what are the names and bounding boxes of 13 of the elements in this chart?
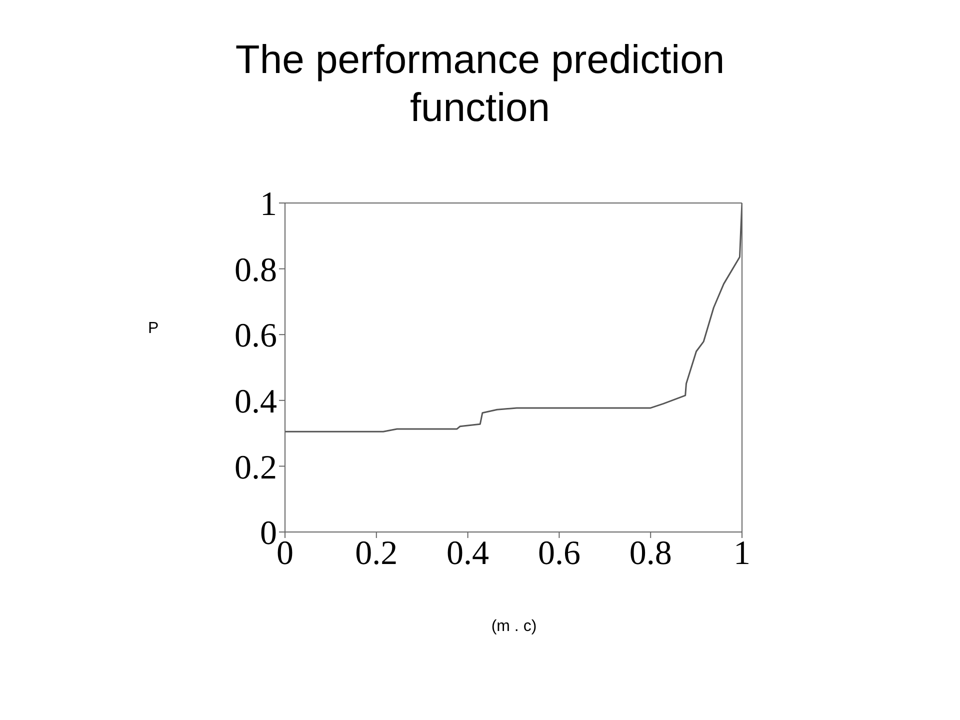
x-tick-label: 0.6 (538, 535, 580, 572)
x-tick-label: 0.2 (355, 535, 398, 572)
y-tick-label: 0.6 (234, 318, 277, 355)
y-tick-label: 1 (260, 186, 277, 224)
y-tick-label: 0.2 (234, 449, 277, 486)
chart-title: The performance prediction function (234, 37, 726, 132)
x-tick-label: 0.8 (629, 535, 672, 572)
y-tick-label: 0.4 (234, 383, 277, 420)
x-tick-label: 1 (734, 535, 750, 572)
y-tick-label: 0.8 (234, 252, 277, 289)
x-tick-label: 0.4 (446, 535, 490, 572)
x-axis-title: (m . c) (490, 618, 538, 636)
y-axis-title: P (148, 320, 159, 338)
